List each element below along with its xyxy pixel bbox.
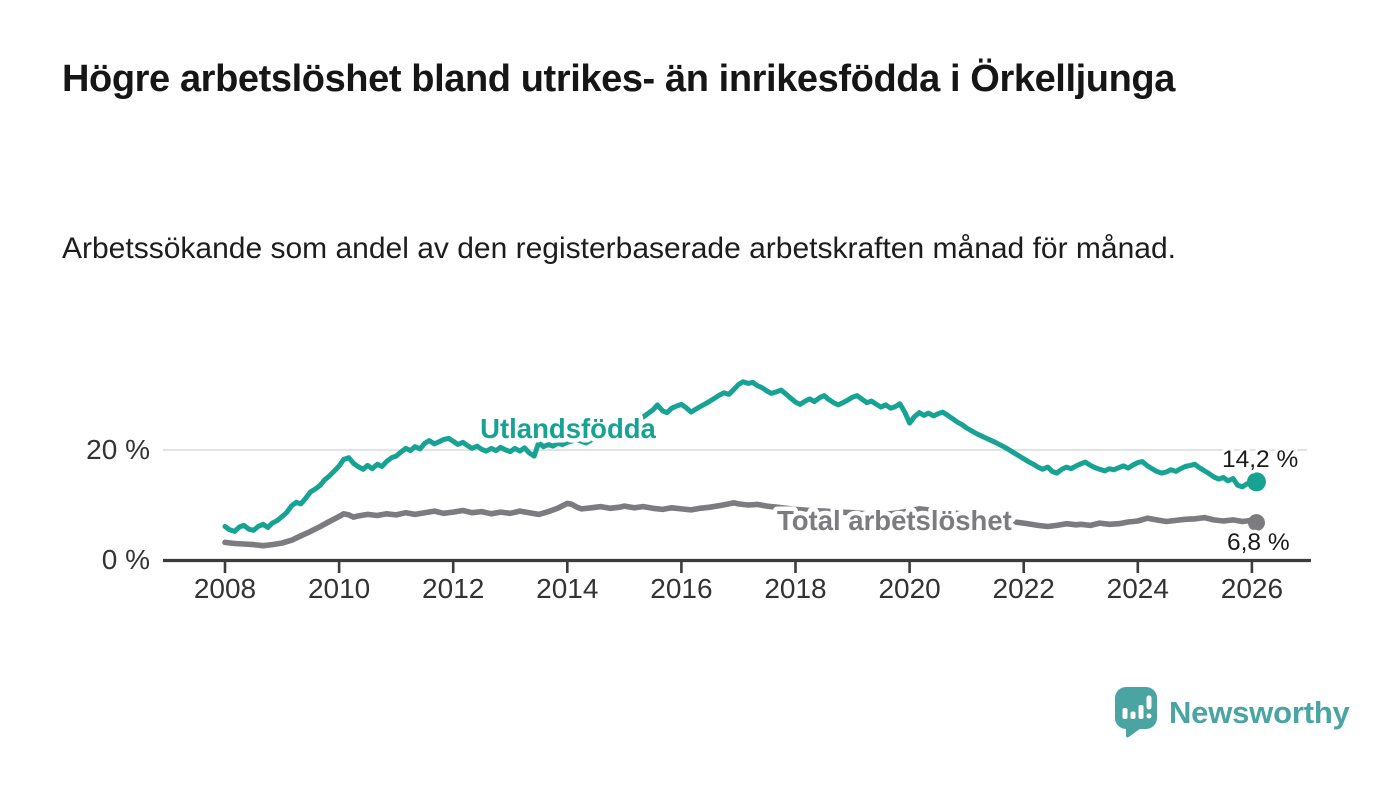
y-tick-label: 0 %	[102, 544, 150, 575]
series-line-utlandsfodda	[222, 379, 1259, 534]
x-tick-label: 2014	[536, 573, 598, 604]
end-value-label-total-arbetsloshet: 6,8 %	[1227, 529, 1290, 556]
logo-bar-icon	[1122, 708, 1128, 719]
newsworthy-logo-icon	[1115, 687, 1157, 738]
y-tick-label: 20 %	[86, 434, 150, 465]
series-label-total-arbetsloshet: Total arbetslöshet	[777, 505, 1012, 536]
x-tick-label: 2024	[1107, 573, 1169, 604]
page-title: Högre arbetslöshet bland utrikes- än inr…	[62, 58, 1175, 100]
logo-bar-icon	[1130, 711, 1136, 719]
page-subtitle: Arbetssökande som andel av den registerb…	[62, 232, 1176, 265]
logo-exclamation-icon	[1146, 713, 1152, 719]
x-tick-label: 2022	[993, 573, 1055, 604]
endpoint-dot-utlandsfodda	[1246, 472, 1266, 492]
x-tick-label: 2020	[878, 573, 940, 604]
x-tick-label: 2008	[194, 573, 256, 604]
series-line-total-arbetsloshet	[222, 499, 1260, 549]
x-tick-label: 2010	[308, 573, 370, 604]
x-tick-label: 2012	[422, 573, 484, 604]
endpoint-dot-total-arbetsloshet	[1247, 514, 1265, 532]
series-label-utlandsfodda: Utlandsfödda	[480, 413, 656, 444]
logo-bar-icon	[1138, 705, 1144, 719]
x-tick-label: 2026	[1221, 573, 1283, 604]
x-tick-label: 2016	[650, 573, 712, 604]
logo-exclamation-icon	[1146, 695, 1152, 710]
x-tick-label: 2018	[764, 573, 826, 604]
end-value-label-utlandsfodda: 14,2 %	[1222, 446, 1298, 473]
newsworthy-logo: Newsworthy	[1114, 686, 1350, 739]
brand-name: Newsworthy	[1169, 694, 1350, 730]
